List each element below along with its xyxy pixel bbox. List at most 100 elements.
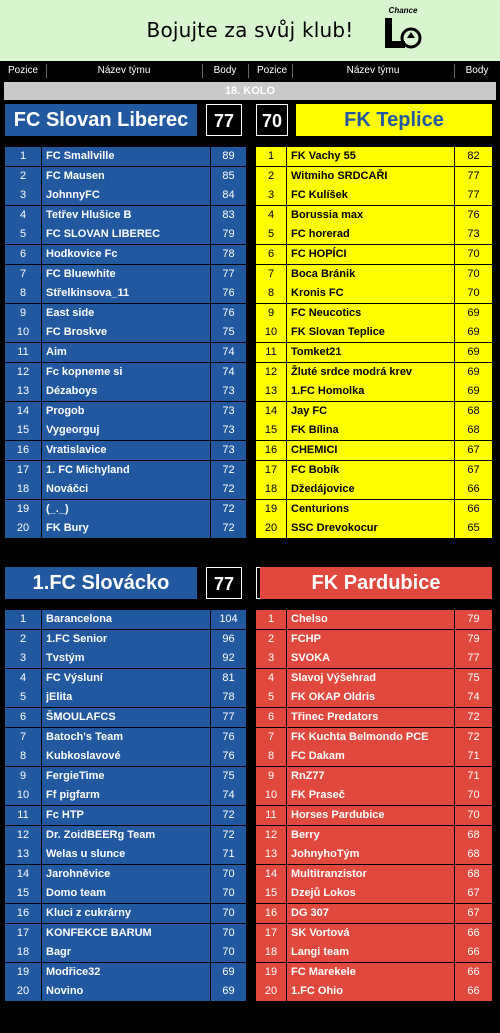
divider bbox=[202, 64, 203, 78]
rank-cell: 8 bbox=[19, 750, 27, 763]
points-cell: 69 bbox=[467, 346, 480, 358]
points-cell: 72 bbox=[222, 809, 235, 821]
team-name-cell: FK OKAP Oldris bbox=[291, 691, 376, 704]
rank-cell: 4 bbox=[267, 671, 275, 684]
team-name-cell: Tomket21 bbox=[291, 346, 342, 358]
away-team-score: 70 bbox=[256, 104, 288, 136]
points-cell: 67 bbox=[467, 444, 480, 456]
rank-cell: 20 bbox=[264, 522, 278, 535]
team-name-cell: (_._) bbox=[46, 502, 69, 515]
team-name-cell: Dzejů Lokos bbox=[291, 887, 356, 900]
rank-cell: 8 bbox=[267, 287, 275, 300]
team-name-cell: 1.FC Homolka bbox=[291, 385, 365, 398]
team-name-cell: Fc HTP bbox=[46, 809, 84, 821]
points-cell: 77 bbox=[467, 169, 480, 182]
team-name-cell: Aim bbox=[46, 346, 67, 358]
rank-cell: 20 bbox=[16, 985, 30, 998]
team-name-cell: Chelso bbox=[291, 613, 328, 625]
rank-cell: 7 bbox=[267, 267, 275, 280]
rank-cell: 17 bbox=[16, 463, 30, 476]
table-row: 16 CHEMICI 67 bbox=[256, 441, 492, 460]
team-name-cell: Novino bbox=[46, 985, 84, 998]
rank-cell: 9 bbox=[19, 306, 27, 319]
points-cell: 72 bbox=[222, 502, 235, 515]
chance-logo: Chance bbox=[380, 4, 426, 56]
points-cell: 68 bbox=[467, 404, 480, 417]
home-team-score: 77 bbox=[206, 567, 242, 599]
team-name-cell: 1.FC Senior bbox=[46, 632, 108, 645]
promo-banner: Bojujte za svůj klub! Chance bbox=[0, 0, 500, 61]
table-row: 2 FC Mausen 85 bbox=[5, 166, 246, 186]
rank-cell: 2 bbox=[267, 632, 275, 645]
points-cell: 74 bbox=[222, 789, 235, 802]
table-row: 5 FC SLOVAN LIBEREC 79 bbox=[5, 225, 246, 245]
table-row: 15 Vygeorguj 73 bbox=[5, 421, 246, 441]
table-row: 17 1. FC Michyland 72 bbox=[5, 460, 246, 480]
team-name-cell: KONFEKCE BARUM bbox=[46, 926, 152, 939]
points-cell: 69 bbox=[222, 965, 235, 978]
team-name-cell: FC Bobík bbox=[291, 463, 340, 476]
team-name-cell: 1. FC Michyland bbox=[46, 463, 130, 476]
table-row: 10 Ff pigfarm 74 bbox=[5, 786, 246, 806]
rank-cell: 13 bbox=[16, 848, 30, 861]
team-name-cell: Nováčci bbox=[46, 483, 89, 496]
rank-cell: 20 bbox=[16, 522, 30, 535]
points-cell: 71 bbox=[467, 750, 480, 763]
team-name-cell: Welas u slunce bbox=[46, 848, 126, 861]
points-cell: 76 bbox=[222, 730, 235, 743]
rank-cell: 8 bbox=[267, 750, 275, 763]
points-cell: 68 bbox=[467, 828, 480, 841]
points-cell: 70 bbox=[222, 907, 235, 919]
table-row: 9 FC Neucotics 69 bbox=[256, 303, 492, 323]
points-cell: 68 bbox=[467, 424, 480, 437]
points-cell: 70 bbox=[222, 867, 235, 880]
points-cell: 72 bbox=[467, 711, 480, 723]
header-pos-right: Pozice bbox=[256, 65, 287, 76]
table-row: 4 FC Výsluní 81 bbox=[5, 668, 246, 688]
table-row: 11 Horses Pardubice 70 bbox=[256, 806, 492, 825]
points-cell: 70 bbox=[467, 789, 480, 802]
points-cell: 78 bbox=[222, 691, 235, 704]
points-cell: 84 bbox=[222, 189, 235, 202]
team-name-cell: ŠMOULAFCS bbox=[46, 711, 116, 723]
rank-cell: 6 bbox=[267, 248, 275, 260]
team-name-cell: Jarohněvice bbox=[46, 867, 111, 880]
team-name-cell: Tvstým bbox=[46, 652, 85, 665]
table-row: 14 Jarohněvice 70 bbox=[5, 864, 246, 884]
rank-cell: 10 bbox=[264, 326, 278, 339]
rank-cell: 7 bbox=[19, 730, 27, 743]
table-row: 11 Tomket21 69 bbox=[256, 343, 492, 362]
rank-cell: 12 bbox=[264, 365, 278, 378]
banner-title: Bojujte za svůj klub! bbox=[146, 18, 354, 42]
divider bbox=[292, 64, 293, 78]
team-name-cell: Langi team bbox=[291, 946, 350, 959]
table-row: 17 SK Vortová 66 bbox=[256, 923, 492, 943]
team-name-cell: Kluci z cukrárny bbox=[46, 907, 131, 919]
header-pts-right: Body bbox=[465, 65, 489, 76]
table-row: 11 Fc HTP 72 bbox=[5, 806, 246, 825]
team-name-cell: East side bbox=[46, 306, 95, 319]
table-row: 1 Barancelona 104 bbox=[5, 610, 246, 629]
rank-cell: 17 bbox=[264, 463, 278, 476]
table-row: 11 Aim 74 bbox=[5, 343, 246, 362]
rank-cell: 2 bbox=[19, 632, 27, 645]
points-cell: 75 bbox=[467, 671, 480, 684]
points-cell: 66 bbox=[467, 985, 480, 998]
points-cell: 70 bbox=[222, 926, 235, 939]
table-row: 7 FK Kuchta Belmondo PCE 72 bbox=[256, 727, 492, 747]
table-row: 17 FC Bobík 67 bbox=[256, 460, 492, 480]
points-cell: 70 bbox=[222, 946, 235, 959]
table-row: 10 FK Praseč 70 bbox=[256, 786, 492, 806]
rank-cell: 15 bbox=[264, 887, 278, 900]
table-row: 12 Berry 68 bbox=[256, 825, 492, 845]
rank-cell: 12 bbox=[16, 828, 30, 841]
team-name-cell: JohnyhoTým bbox=[291, 848, 360, 861]
rank-cell: 19 bbox=[264, 965, 278, 978]
team-name-cell: Batoch's Team bbox=[46, 730, 123, 743]
team-name-cell: Fc kopneme si bbox=[46, 365, 123, 378]
table-row: 16 Vratislavice 73 bbox=[5, 441, 246, 460]
points-cell: 69 bbox=[467, 306, 480, 319]
rank-cell: 14 bbox=[264, 404, 278, 417]
table-row: 9 East side 76 bbox=[5, 303, 246, 323]
team-name-cell: FK Praseč bbox=[291, 789, 345, 802]
